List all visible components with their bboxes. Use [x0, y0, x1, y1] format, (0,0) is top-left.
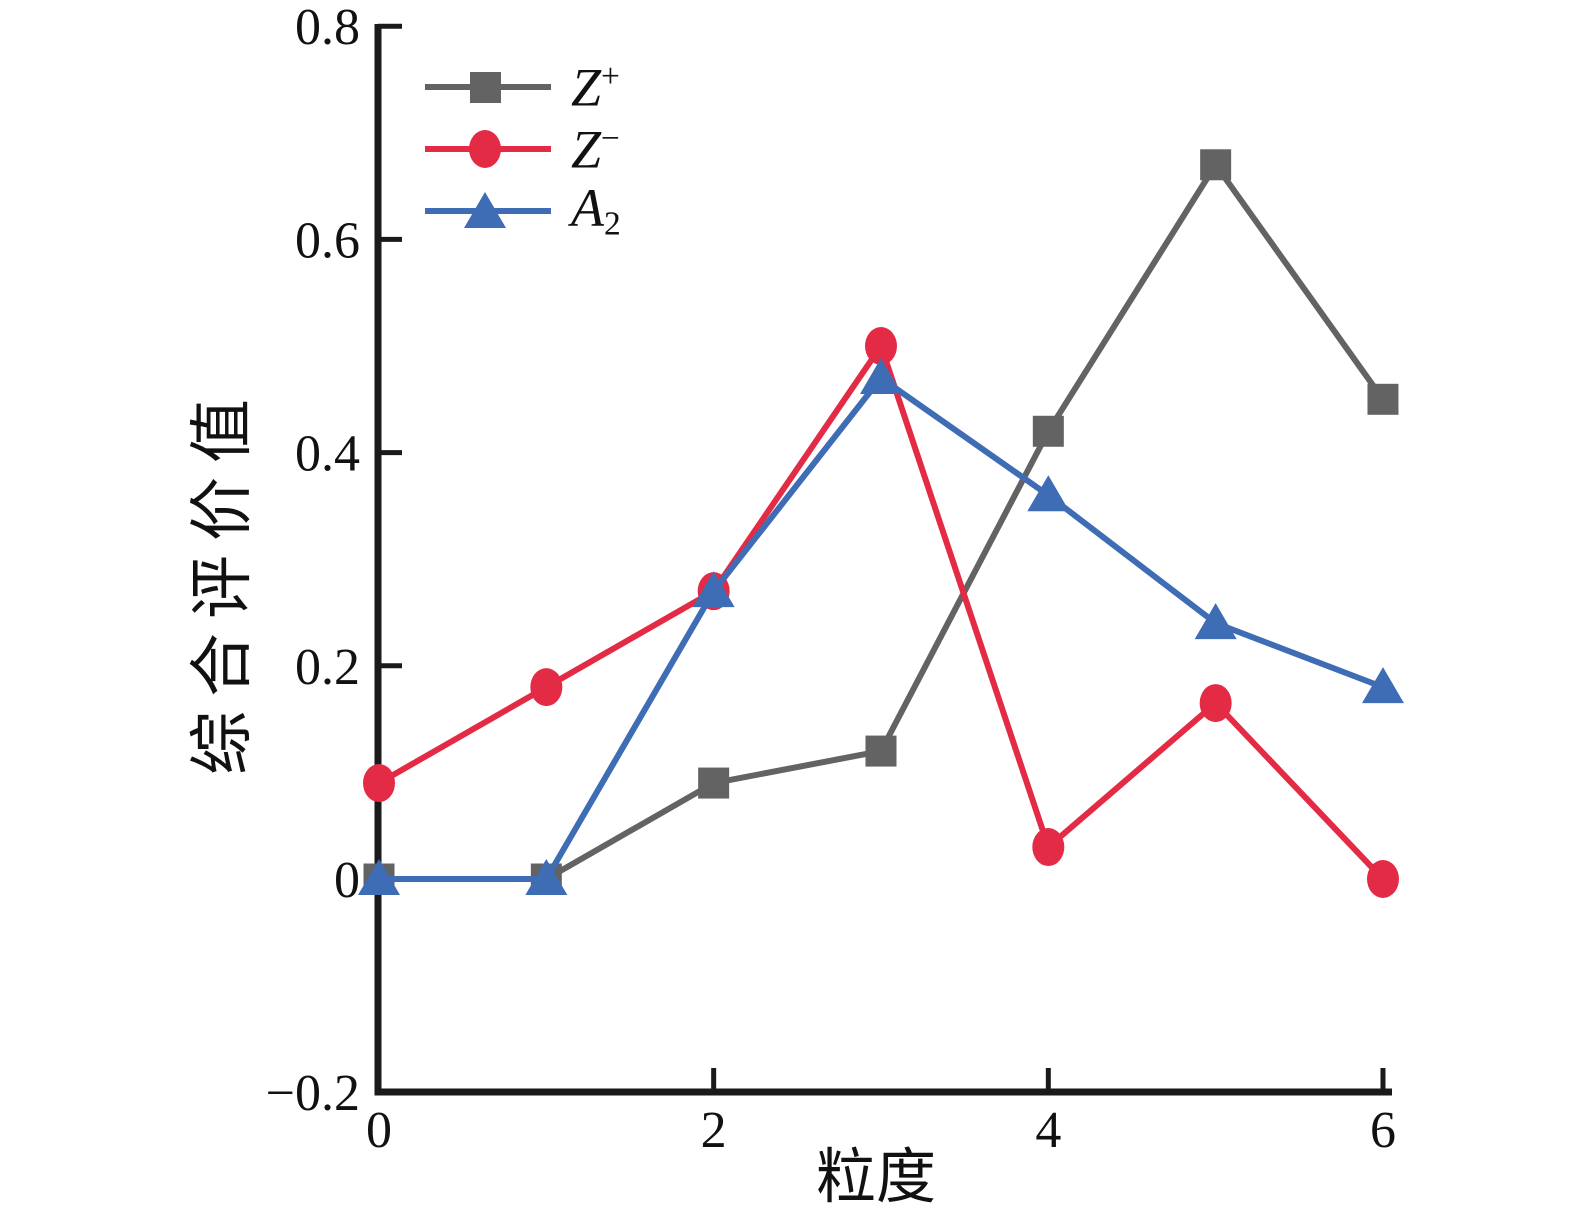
legend: Z+ Z− A2 — [423, 56, 621, 242]
y-axis-title: 综合评价值 — [187, 385, 258, 775]
legend-label-base: Z — [571, 119, 602, 180]
series-a2-marker — [1194, 603, 1237, 640]
series-z-minus-marker — [1199, 684, 1232, 723]
legend-item-z-minus: Z− — [423, 118, 621, 180]
legend-label-superscript: − — [601, 119, 620, 157]
series-z-plus-marker — [1200, 149, 1232, 181]
series-z-plus-marker — [1367, 383, 1399, 415]
series-z-minus-marker — [1032, 828, 1065, 867]
series-z-minus-marker — [530, 668, 563, 707]
legend-label-z-plus: Z+ — [571, 57, 620, 118]
series-z-plus-marker — [865, 735, 897, 767]
series-a2-line — [379, 373, 1385, 882]
x-axis-title: 粒度 — [816, 1144, 936, 1211]
legend-item-a2: A2 — [423, 180, 621, 242]
legend-swatch-square — [425, 72, 551, 103]
series-a2-marker — [358, 859, 400, 895]
x-axis-tick-label: 4 — [1035, 1102, 1061, 1159]
legend-label-subscript: 2 — [604, 205, 621, 243]
y-axis-tick-label: 0.8 — [295, 0, 360, 56]
legend-label-a2: A2 — [571, 181, 621, 241]
series-a2-marker — [1361, 667, 1404, 704]
y-axis-tick-label: 0.4 — [295, 426, 360, 483]
legend-label-z-minus: Z− — [571, 119, 620, 180]
series-a2-marker — [692, 571, 735, 608]
series-z-minus-marker — [864, 327, 897, 365]
legend-item-z-plus: Z+ — [423, 56, 621, 118]
series-z-plus-line — [379, 159, 1386, 882]
triangle-marker-icon — [464, 192, 506, 228]
series-a2-marker — [525, 859, 568, 895]
series-z-plus-marker — [698, 767, 730, 799]
y-axis-tick-label: 0.6 — [295, 212, 360, 269]
series-a2-marker — [1027, 475, 1070, 512]
legend-swatch-triangle — [425, 192, 551, 228]
square-marker-icon — [470, 72, 501, 103]
series-a2-marker — [859, 357, 902, 394]
x-axis-tick-label: 0 — [366, 1102, 392, 1159]
series-z-minus-line — [377, 339, 1386, 882]
x-axis-tick-label: 6 — [1370, 1102, 1396, 1159]
legend-label-superscript: + — [601, 57, 620, 95]
circle-marker-icon — [469, 130, 501, 168]
legend-label-base: Z — [571, 57, 602, 118]
y-axis-tick-label: 0.2 — [295, 639, 360, 696]
y-axis-tick-label: 0 — [334, 852, 360, 909]
y-axis-tick-label: −0.2 — [266, 1065, 360, 1122]
series-z-minus-marker — [1366, 860, 1399, 898]
legend-label-base: A — [571, 178, 604, 239]
legend-swatch-circle — [425, 130, 551, 168]
x-axis-tick-label: 2 — [701, 1102, 727, 1159]
series-z-minus-marker — [363, 764, 395, 803]
series-z-plus-marker — [1032, 415, 1064, 447]
